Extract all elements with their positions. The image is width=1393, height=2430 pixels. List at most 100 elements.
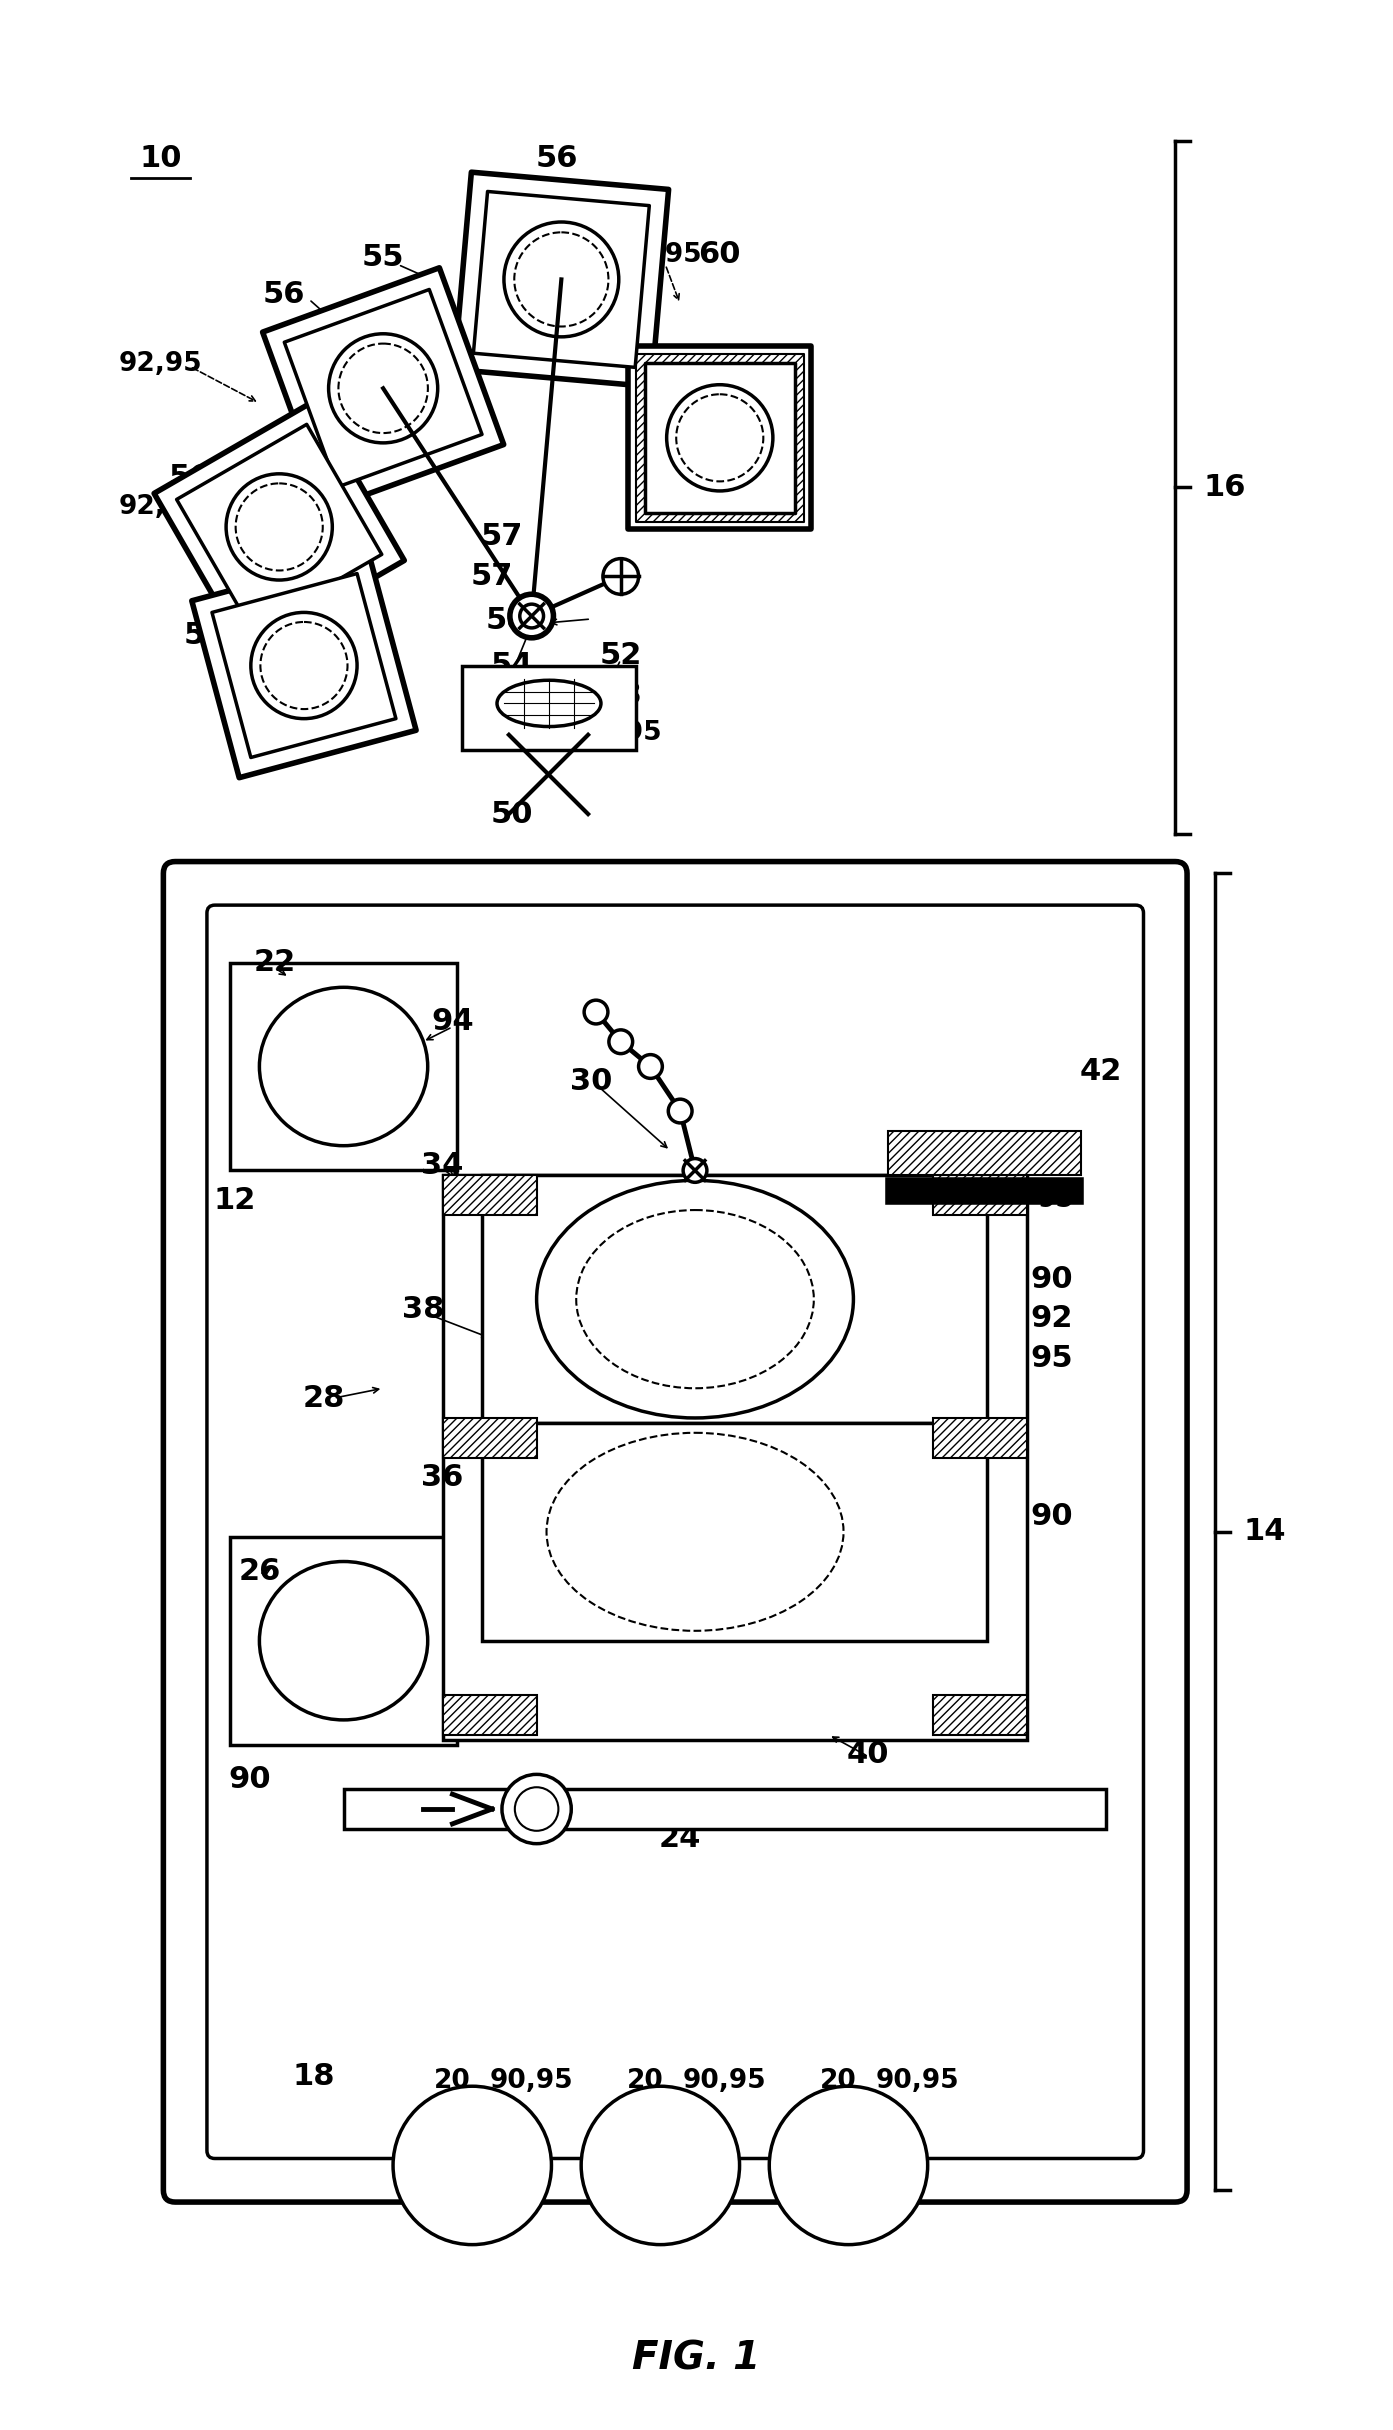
Text: 40: 40 [847, 1740, 890, 1769]
Polygon shape [635, 355, 804, 522]
Text: 90: 90 [1029, 1266, 1073, 1293]
Text: 58: 58 [486, 608, 528, 637]
Bar [230, 1536, 457, 1745]
Text: 24: 24 [659, 1825, 701, 1854]
Text: 57: 57 [471, 561, 513, 590]
Circle shape [338, 343, 428, 433]
Text: 94: 94 [432, 1008, 474, 1038]
Text: 95: 95 [1038, 1188, 1075, 1213]
Text: 12: 12 [213, 1186, 256, 1215]
Circle shape [515, 1786, 559, 1830]
Circle shape [676, 394, 763, 481]
Circle shape [609, 1030, 632, 1055]
Circle shape [667, 384, 773, 491]
Text: 57: 57 [481, 522, 524, 552]
Polygon shape [192, 554, 417, 778]
Polygon shape [454, 173, 669, 386]
Text: 26: 26 [238, 1558, 280, 1587]
Text: 90: 90 [228, 1764, 270, 1793]
Text: 42: 42 [1080, 1057, 1123, 1086]
Polygon shape [628, 345, 811, 530]
Text: 16: 16 [1204, 474, 1245, 503]
Text: 36: 36 [421, 1463, 464, 1492]
Text: 90: 90 [1029, 1502, 1073, 1531]
Text: 50: 50 [490, 799, 534, 829]
Circle shape [769, 2087, 928, 2245]
Text: 95: 95 [1029, 1344, 1073, 1373]
Text: 60: 60 [698, 241, 741, 270]
Text: 90,95: 90,95 [683, 2068, 766, 2095]
Text: FIG. 1: FIG. 1 [632, 2340, 761, 2377]
Ellipse shape [536, 1181, 854, 1419]
Text: 56: 56 [184, 622, 226, 651]
Circle shape [226, 474, 333, 581]
Circle shape [603, 559, 638, 595]
Circle shape [669, 1098, 692, 1123]
Text: 55: 55 [263, 612, 305, 642]
Circle shape [510, 595, 553, 637]
Bar [462, 666, 635, 751]
Bar [889, 1130, 1081, 1176]
Circle shape [393, 2087, 552, 2245]
Polygon shape [645, 362, 795, 513]
Circle shape [638, 1055, 662, 1079]
Text: 18: 18 [293, 2061, 336, 2090]
Text: 90,95: 90,95 [876, 2068, 960, 2095]
Ellipse shape [497, 680, 600, 727]
Text: 92,95: 92,95 [118, 493, 202, 520]
Circle shape [504, 221, 618, 338]
Text: 20: 20 [627, 2068, 664, 2095]
Text: 34: 34 [421, 1152, 464, 1181]
Ellipse shape [259, 987, 428, 1145]
Text: 56: 56 [535, 143, 578, 173]
Text: 48: 48 [599, 680, 642, 710]
Polygon shape [263, 267, 504, 508]
Circle shape [584, 1001, 607, 1023]
Polygon shape [155, 401, 404, 651]
Ellipse shape [259, 1562, 428, 1720]
Polygon shape [177, 425, 382, 629]
Circle shape [514, 233, 609, 326]
Bar [443, 1176, 536, 1215]
Circle shape [501, 1774, 571, 1844]
Bar [443, 1696, 536, 1735]
FancyBboxPatch shape [208, 904, 1144, 2158]
Text: 20: 20 [820, 2068, 857, 2095]
Ellipse shape [546, 1434, 844, 1631]
Circle shape [581, 2087, 740, 2245]
Bar [482, 1176, 988, 1424]
Text: 92,95: 92,95 [618, 241, 702, 267]
Bar [933, 1696, 1027, 1735]
Circle shape [251, 612, 357, 719]
Text: 92,95: 92,95 [579, 719, 663, 746]
Text: 56: 56 [169, 464, 212, 491]
Circle shape [683, 1159, 706, 1183]
Bar [344, 1788, 1106, 1830]
Text: 90,95: 90,95 [490, 2068, 574, 2095]
Text: 20: 20 [435, 2068, 471, 2095]
Bar [443, 1419, 536, 1458]
Text: 92: 92 [1031, 1305, 1073, 1334]
Bar [230, 962, 457, 1171]
Polygon shape [474, 192, 649, 367]
Circle shape [520, 605, 543, 627]
Bar [889, 1181, 1081, 1203]
Text: 28: 28 [302, 1383, 345, 1412]
Text: 30: 30 [570, 1067, 613, 1096]
Circle shape [260, 622, 347, 710]
Text: 92,95: 92,95 [118, 350, 202, 377]
Text: 10: 10 [139, 143, 181, 173]
Polygon shape [284, 289, 482, 486]
FancyBboxPatch shape [163, 863, 1187, 2202]
Bar [933, 1176, 1027, 1215]
Text: 52: 52 [599, 642, 642, 671]
Text: 22: 22 [254, 948, 295, 977]
Text: 54: 54 [490, 651, 534, 680]
Polygon shape [212, 573, 396, 758]
Ellipse shape [577, 1210, 814, 1388]
Text: 38: 38 [401, 1295, 444, 1324]
Text: 56: 56 [263, 279, 305, 309]
Bar [482, 1424, 988, 1640]
Circle shape [329, 333, 437, 442]
Circle shape [235, 484, 323, 571]
